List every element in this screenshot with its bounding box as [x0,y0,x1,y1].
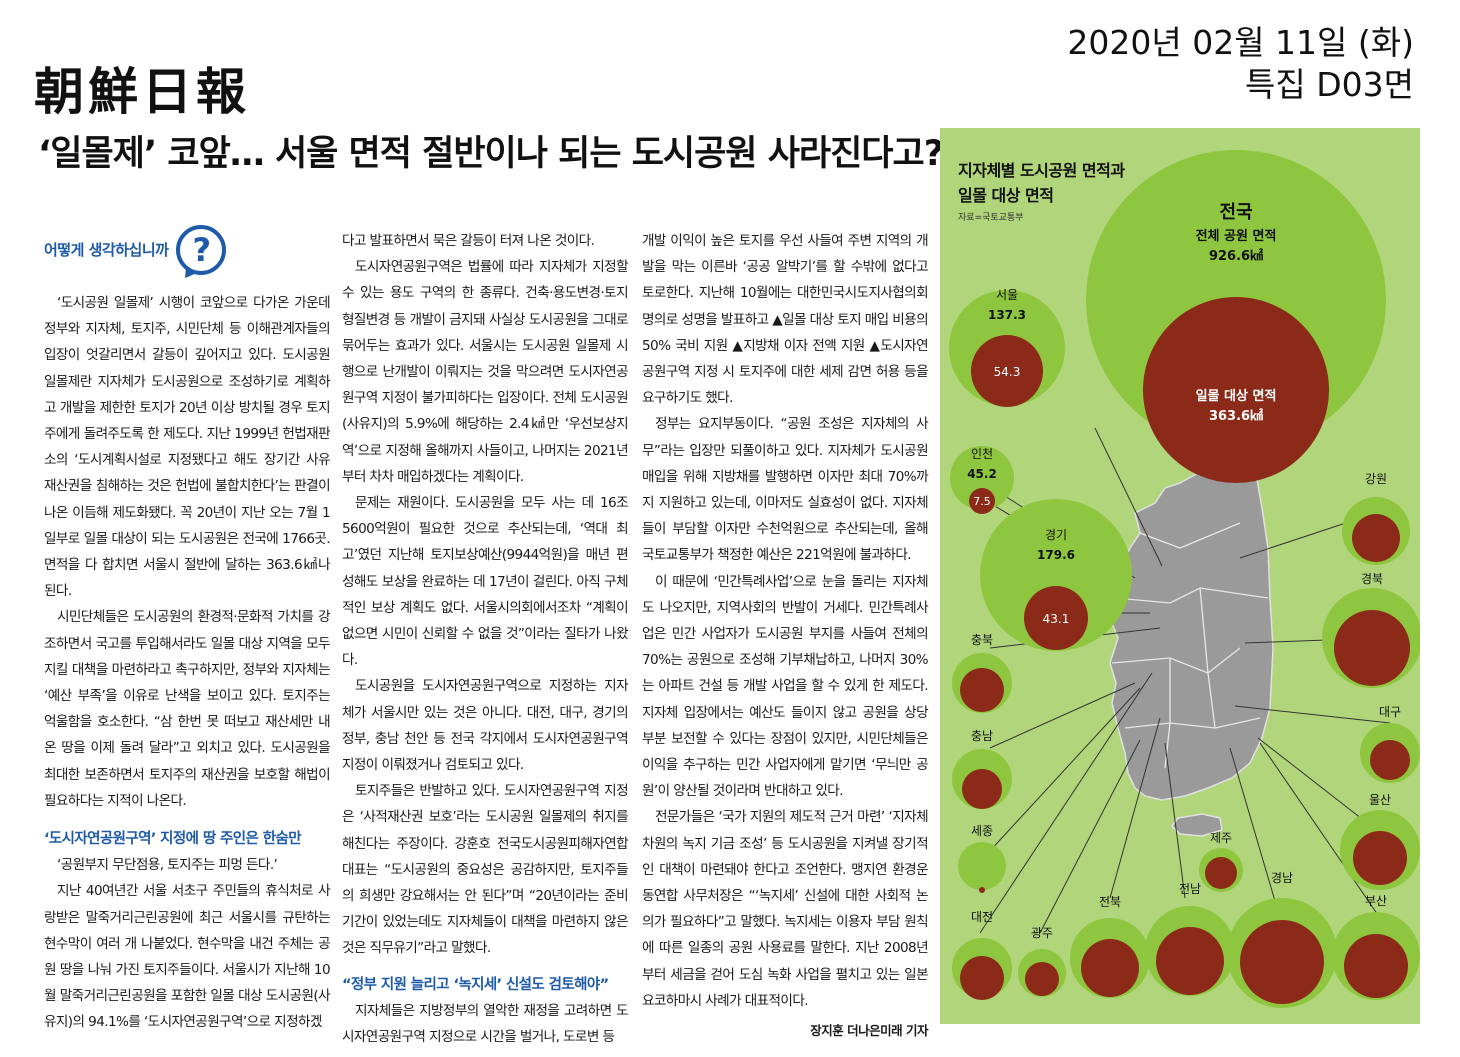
infographic-title: 지자체별 도시공원 면적과 일몰 대상 면적 [958,158,1125,208]
jeju-sunset-area-circle [1205,857,1237,889]
busan-sunset-area-circle [1344,934,1408,998]
jeonbuk-sunset-area-circle [1081,939,1139,997]
paragraph: 이 때문에 ‘민간특례사업’으로 눈을 돌리는 지자체도 나오지만, 지역사회의… [642,573,929,800]
paragraph: 전문가들은 ‘국가 지원의 제도적 근거 마련’ ‘지자체 차원의 녹지 기금 … [642,809,929,1009]
gyeongnam-name-label: 경남 [1271,871,1293,885]
gyeonggi-total-value: 179.6 [1037,548,1075,562]
ulsan-name-label: 울산 [1369,793,1391,807]
paragraph: 정부는 요지부동이다. “공원 조성은 지자체의 사무”라는 입장만 되풀이하고… [642,416,929,564]
incheon-name-label: 인천 [971,446,993,461]
korea-map [1109,452,1274,801]
paragraph: 도시자연공원구역은 법률에 따라 지자체가 지정할 수 있는 용도 구역의 한 … [342,259,629,485]
gyeonggi-sunset-area-circle [1024,586,1088,650]
sejong-name-label: 세종 [971,824,993,838]
ulsan-sunset-area-circle [1353,831,1407,885]
park-area-infographic: 지자체별 도시공원 면적과 일몰 대상 면적 자료=국토교통부 [940,128,1420,1024]
seoul-sunset-value: 54.3 [994,365,1021,379]
daegu-sunset-area-circle [1370,740,1410,780]
article-column-1: 어떻게 생각하십니까 ? ‘도시공원 일몰제’ 시행이 코앞으로 다가온 가운데… [44,225,331,1036]
gangwon-name-label: 강원 [1365,472,1387,486]
paragraph: 지자체들은 지방정부의 열악한 재정을 고려하면 도시자연공원구역 지정으로 시… [342,1002,629,1046]
paragraph: 토지주들은 반발하고 있다. 도시자연공원구역 지정은 ‘사적재산권 보호’라는… [342,783,629,957]
page-number: 특집 D03면 [1245,65,1414,104]
question-mark-icon: ? [176,225,227,275]
jeonnam-name-label: 전남 [1179,882,1201,896]
paragraph: 문제는 재원이다. 도시공원을 모두 사는 데 16조 5600억원이 필요한 … [342,495,629,669]
busan-name-label: 부산 [1365,894,1387,908]
infographic-source: 자료=국토교통부 [958,213,1024,223]
gyeonggi-sunset-value: 43.1 [1043,612,1070,626]
article-headline: ‘일몰제’ 코앞… 서울 면적 절반이나 되는 도시공원 사라진다고? [38,134,944,174]
section-subheading: “정부 지원 늘리고 ‘녹지세’ 신설도 검토해야” [342,976,609,993]
paragraph: 개발 이익이 높은 토지를 우선 사들여 주변 지역의 개발을 막는 이른바 ‘… [642,233,929,407]
jeju-name-label: 제주 [1210,831,1232,845]
incheon-sunset-area-circle [969,488,995,514]
gyeongnam-sunset-area-circle [1240,920,1324,1004]
paragraph: 도시공원을 도시자연공원구역으로 지정하는 지자체가 서울시만 있는 것은 아니… [342,678,629,774]
opinion-banner: 어떻게 생각하십니까 ? [44,224,330,276]
gyeongbuk-sunset-area-circle [1334,610,1410,686]
sejong-total-area-circle [958,842,1006,890]
incheon-sunset-value: 7.5 [973,495,991,508]
daegu-name-label: 대구 [1379,705,1401,719]
infographic-graphics: 전국 전체 공원 면적 926.6㎢ 일몰 대상 면적 363.6㎢ 서울 13… [949,150,1420,1008]
national-total-label: 전체 공원 면적 [1196,228,1277,244]
paragraph: ‘도시공원 일몰제’ 시행이 코앞으로 다가온 가운데 정부와 지자체, 토지주… [44,295,331,600]
infographic-title-line: 지자체별 도시공원 면적과 [958,161,1125,180]
reporter-byline: 장지훈 더나은미래 기자 [810,1023,928,1039]
jeju-island-map [1171,813,1223,837]
seoul-name-label: 서울 [996,288,1018,302]
seoul-total-value: 137.3 [988,308,1026,322]
national-sunset-label: 일몰 대상 면적 [1196,388,1277,404]
national-total-value: 926.6㎢ [1209,248,1263,264]
daejeon-sunset-area-circle [960,956,1004,1000]
gyeongbuk-name-label: 경북 [1361,572,1383,586]
chungnam-sunset-area-circle [962,769,1002,809]
chungbuk-sunset-area-circle [960,668,1004,712]
seoul-sunset-area-circle [971,335,1043,407]
newspaper-masthead: 朝鮮日報 [34,62,250,121]
paragraph: 다고 발표하면서 묵은 갈등이 터져 나온 것이다. [342,233,595,249]
gwangju-name-label: 광주 [1031,926,1053,940]
publication-date: 2020년 02월 11일 (화) [1067,23,1414,62]
paragraph: 지난 40여년간 서울 서초구 주민들의 휴식처로 사랑받은 말죽거리근린공원에… [44,883,331,1031]
jeonbuk-name-label: 전북 [1099,895,1121,909]
incheon-total-value: 45.2 [967,467,997,481]
national-sunset-area-circle [1143,297,1329,483]
chungnam-name-label: 충남 [971,729,993,743]
paragraph: ‘공원부지 무단점용, 토지주는 피멍 든다.’ [57,857,278,874]
gwangju-sunset-area-circle [1025,962,1059,996]
gangwon-sunset-area-circle [1352,514,1400,562]
national-name-label: 전국 [1219,202,1252,223]
dateline: 2020년 02월 11일 (화) 특집 D03면 [1067,22,1414,106]
article-column-2: 다고 발표하면서 묵은 갈등이 터져 나온 것이다. 도시자연공원구역은 법률에… [342,228,629,1050]
sejong-sunset-area-circle [979,887,985,893]
infographic-title-line: 일몰 대상 면적 [958,186,1054,205]
gyeonggi-total-area-circle [980,499,1132,651]
article-column-3: 개발 이익이 높은 토지를 우선 사들여 주변 지역의 개발을 막는 이른바 ‘… [642,228,929,1044]
gyeonggi-name-label: 경기 [1045,528,1067,542]
chungbuk-name-label: 충북 [971,633,993,647]
national-sunset-value: 363.6㎢ [1209,408,1263,424]
incheon-total-area-circle [950,446,1014,510]
section-subheading: ‘도시자연공원구역’ 지정에 땅 주인은 한숨만 [44,831,302,848]
opinion-label: 어떻게 생각하십니까 [44,240,169,259]
jeonnam-sunset-area-circle [1156,927,1224,995]
daejeon-name-label: 대전 [971,910,993,924]
paragraph: 시민단체들은 도시공원의 환경적·문화적 가치를 강조하면서 국고를 투입해서라… [44,609,331,809]
